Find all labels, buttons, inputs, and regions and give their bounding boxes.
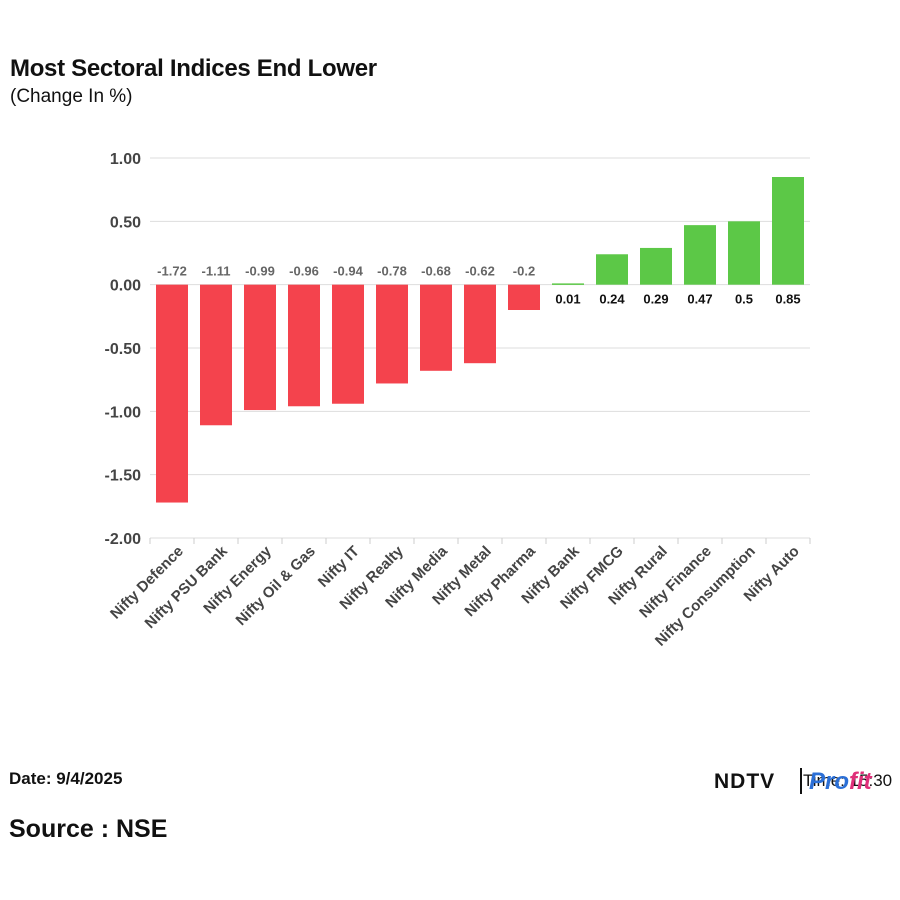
chart-subtitle: (Change In %) xyxy=(10,86,133,107)
data-label: 0.24 xyxy=(599,292,625,307)
bar xyxy=(376,284,408,384)
bar xyxy=(640,247,672,285)
time-label: Time: 15:30 xyxy=(803,771,893,790)
y-tick-label: 0.50 xyxy=(110,214,141,231)
chart-title: Most Sectoral Indices End Lower xyxy=(10,55,377,82)
data-label: -1.72 xyxy=(157,264,187,279)
data-label: -1.11 xyxy=(202,264,231,279)
logo-separator xyxy=(800,768,802,794)
date-label: Date: 9/4/2025 xyxy=(9,769,123,788)
data-label: 0.01 xyxy=(555,292,580,307)
data-label: -0.99 xyxy=(245,264,275,279)
data-label: 0.47 xyxy=(687,292,712,307)
data-label: -0.78 xyxy=(377,264,407,279)
profit-wordmark-accent: fit xyxy=(849,768,872,795)
bar xyxy=(728,221,760,285)
bar xyxy=(200,284,232,426)
ndtv-profit-logo: NDTV Time: 15:30 Profit xyxy=(714,768,894,798)
bar xyxy=(596,254,628,285)
data-label: 0.85 xyxy=(775,292,800,307)
profit-wordmark: Profit xyxy=(809,768,872,796)
data-label: -0.68 xyxy=(421,264,451,279)
bar xyxy=(156,284,188,503)
bar-chart: 1.00 0.50 0.00 -0.50 -1.00 -1.50 -2.00 -1.72 Nif… xyxy=(105,151,811,650)
bar xyxy=(772,177,804,285)
profit-wordmark-main: Pro xyxy=(809,768,850,795)
bar xyxy=(332,284,364,404)
bar xyxy=(552,283,584,285)
data-label: 0.29 xyxy=(643,292,668,307)
bar xyxy=(420,284,452,371)
data-label: -0.96 xyxy=(289,264,319,279)
data-label: -0.2 xyxy=(513,264,535,279)
bar xyxy=(464,284,496,364)
x-tick-label: Nifty Oil & Gas xyxy=(233,543,319,629)
y-tick-label: -1.00 xyxy=(105,404,142,421)
y-tick-label: 1.00 xyxy=(110,151,141,168)
bar xyxy=(508,284,540,310)
bar xyxy=(288,284,320,407)
data-label: -0.94 xyxy=(333,264,363,279)
bar xyxy=(684,225,716,285)
y-tick-label: -1.50 xyxy=(105,468,142,485)
y-tick-label: 0.00 xyxy=(110,278,141,295)
ndtv-wordmark: NDTV xyxy=(714,770,776,793)
bar xyxy=(244,284,276,411)
data-label: -0.62 xyxy=(465,264,495,279)
y-tick-label: -0.50 xyxy=(105,341,142,358)
data-label: 0.5 xyxy=(735,292,753,307)
source-label: Source : NSE xyxy=(9,815,168,843)
y-tick-label: -2.00 xyxy=(105,531,142,548)
